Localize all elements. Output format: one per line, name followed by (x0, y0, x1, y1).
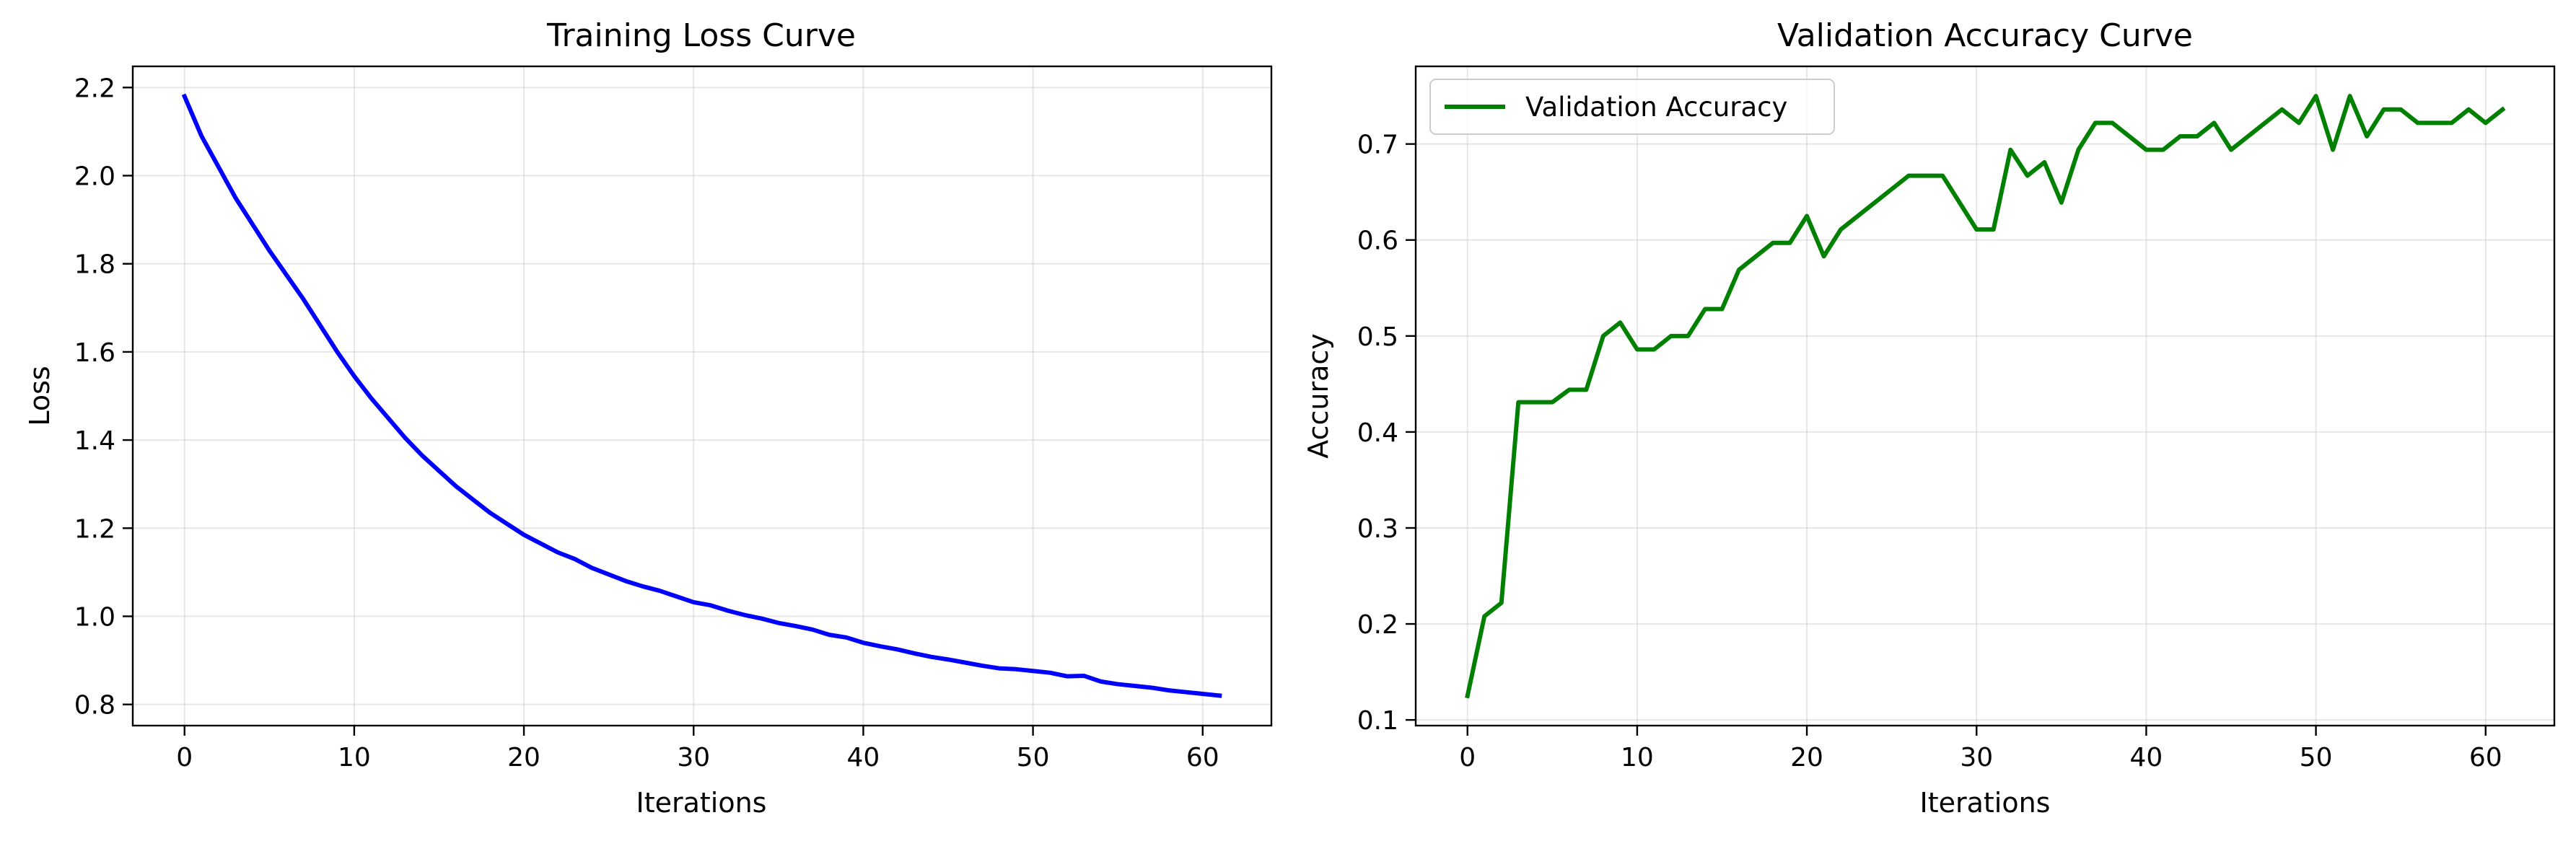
y-tick-label: 0.1 (1357, 706, 1398, 736)
y-tick-label: 0.8 (74, 691, 115, 721)
y-axis-label: Accuracy (1302, 333, 1334, 459)
validation-accuracy-panel: Validation Accuracy Curve 0 10 20 30 40 50 60 … (1302, 17, 2556, 819)
y-tick-label: 0.3 (1357, 514, 1398, 544)
x-tick-label: 0 (176, 743, 193, 772)
x-axis-label: Iterations (636, 787, 767, 819)
y-tick-label: 0.2 (1357, 610, 1398, 640)
x-tick-label: 40 (847, 743, 880, 772)
series-layer (1465, 94, 2506, 699)
chart-title: Training Loss Curve (546, 17, 856, 54)
y-axis: 0.1 0.2 0.3 0.4 0.5 0.6 0.7 (1357, 131, 1416, 736)
x-tick-label: 50 (1017, 743, 1050, 772)
x-tick-label: 60 (1186, 743, 1219, 772)
x-tick-label: 40 (2130, 743, 2163, 772)
y-axis: 0.8 1.0 1.2 1.4 1.6 1.8 2.0 2.2 (74, 74, 133, 721)
y-tick-label: 2.2 (74, 74, 115, 103)
y-tick-label: 0.7 (1357, 131, 1398, 160)
x-tick-label: 60 (2469, 743, 2502, 772)
training-loss-panel: Training Loss Curve 0 10 20 30 40 50 60 0.8 1.0… (24, 17, 1273, 819)
x-tick-label: 10 (338, 743, 371, 772)
y-tick-label: 1.0 (74, 602, 115, 632)
x-tick-label: 0 (1459, 743, 1476, 772)
y-tick-label: 1.8 (74, 250, 115, 280)
x-axis: 0 10 20 30 40 50 60 (1459, 726, 2502, 772)
x-tick-label: 20 (1790, 743, 1823, 772)
y-tick-label: 1.2 (74, 514, 115, 544)
legend-label: Validation Accuracy (1525, 92, 1787, 123)
series-layer (181, 93, 1222, 698)
series-line-1 (1465, 94, 2506, 699)
plot-frame (1414, 65, 2556, 727)
grid-layer (1416, 66, 2554, 726)
x-tick-label: 10 (1621, 743, 1654, 772)
x-tick-label: 30 (677, 743, 710, 772)
y-tick-label: 0.4 (1357, 418, 1398, 448)
y-tick-label: 0.6 (1357, 226, 1398, 256)
x-tick-label: 50 (2300, 743, 2333, 772)
chart-title: Validation Accuracy Curve (1777, 17, 2193, 54)
y-tick-label: 2.0 (74, 162, 115, 192)
legend: Validation Accuracy (1429, 79, 1835, 135)
plot-frame (131, 65, 1273, 727)
y-tick-label: 1.4 (74, 426, 115, 456)
x-tick-label: 30 (1960, 743, 1993, 772)
x-axis-label: Iterations (1920, 787, 2051, 819)
series-line-1 (181, 93, 1222, 698)
y-tick-label: 1.6 (74, 338, 115, 368)
y-axis-label: Loss (24, 366, 56, 426)
y-tick-label: 0.5 (1357, 322, 1398, 352)
grid-layer (133, 66, 1271, 726)
legend-frame (1429, 79, 1835, 135)
x-tick-label: 20 (507, 743, 540, 772)
x-axis: 0 10 20 30 40 50 60 (176, 726, 1219, 772)
